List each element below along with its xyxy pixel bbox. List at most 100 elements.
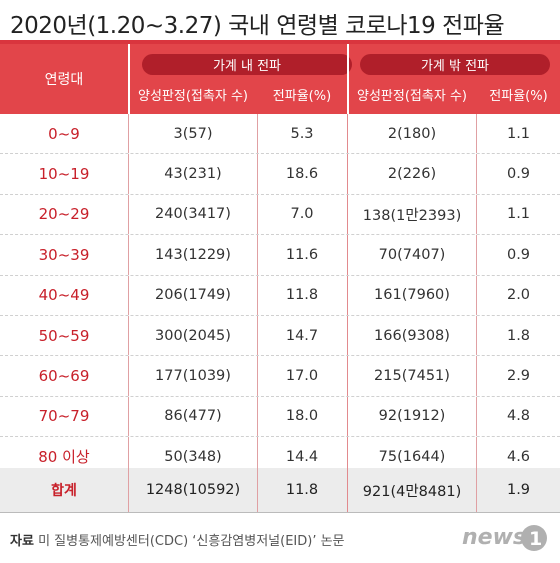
household-rate-cell: 18.6 <box>285 166 319 183</box>
column-divider <box>476 194 477 235</box>
column-divider <box>128 356 129 396</box>
age-group-cell: 40~49 <box>38 286 90 305</box>
column-divider <box>476 235 477 275</box>
column-divider <box>257 275 258 315</box>
column-divider <box>128 154 129 194</box>
household-positive-cell: 240(3417) <box>155 206 231 223</box>
outside-rate-cell: 1.8 <box>506 327 531 344</box>
column-divider <box>128 114 129 154</box>
outside-rate-cell: 2.9 <box>506 368 531 385</box>
age-group-cell: 20~29 <box>38 205 90 224</box>
header-group-household: 가계 내 전파 <box>142 54 352 75</box>
household-rate-cell: 7.0 <box>290 206 314 223</box>
header-household-positive: 양성판정(접촉자 수) <box>138 88 248 104</box>
svg-text:news: news <box>462 525 526 550</box>
total-row: 합계 1248(10592) 11.8 921(4만8481) 1.9 <box>0 468 560 512</box>
age-group-cell: 30~39 <box>38 245 90 264</box>
source-text: 미 질병통제예방센터(CDC) ‘신흥감염병저널(EID)’ 논문 <box>38 534 345 549</box>
total-outside-rate: 1.9 <box>506 482 531 498</box>
table-row: 20~29 240(3417) 7.0 138(1만2393) 1.1 <box>0 194 560 236</box>
column-divider <box>128 275 129 315</box>
outside-positive-cell: 215(7451) <box>374 368 450 385</box>
column-divider <box>347 437 348 477</box>
header-group-outside: 가계 밖 전파 <box>360 54 550 75</box>
column-divider <box>347 356 348 396</box>
column-divider <box>347 396 348 437</box>
outside-rate-cell: 2.0 <box>506 287 531 304</box>
household-positive-cell: 43(231) <box>164 166 222 183</box>
news1-logo: news 1 <box>462 525 547 551</box>
age-group-cell: 10~19 <box>38 165 90 184</box>
household-positive-cell: 177(1039) <box>155 368 231 385</box>
column-divider <box>476 154 477 194</box>
column-divider <box>347 275 348 315</box>
household-rate-cell: 5.3 <box>290 125 314 142</box>
column-divider <box>257 235 258 275</box>
outside-positive-cell: 2(180) <box>387 125 437 142</box>
household-positive-cell: 86(477) <box>164 408 222 425</box>
column-divider <box>347 154 348 194</box>
column-divider <box>347 194 348 235</box>
source-label: 자료 <box>10 534 34 549</box>
outside-rate-cell: 1.1 <box>506 206 531 223</box>
total-outside-positive: 921(4만8481) <box>362 483 462 500</box>
source-note: 자료 미 질병통제예방센터(CDC) ‘신흥감염병저널(EID)’ 논문 <box>10 530 345 549</box>
outside-rate-cell: 4.6 <box>506 448 531 465</box>
page-title: 2020년(1.20~3.27) 국내 연령별 코로나19 전파율 <box>10 13 505 39</box>
column-divider <box>476 275 477 315</box>
household-rate-cell: 17.0 <box>285 368 319 385</box>
outside-positive-cell: 92(1912) <box>378 408 446 425</box>
age-group-cell: 70~79 <box>38 407 90 426</box>
column-divider <box>257 154 258 194</box>
column-divider <box>128 315 129 356</box>
column-divider <box>347 315 348 356</box>
total-household-positive: 1248(10592) <box>145 482 241 498</box>
household-rate-cell: 11.6 <box>285 246 319 263</box>
age-group-cell: 60~69 <box>38 367 90 386</box>
column-divider <box>476 396 477 437</box>
table-row: 60~69 177(1039) 17.0 215(7451) 2.9 <box>0 356 560 397</box>
outside-rate-cell: 4.8 <box>506 408 531 425</box>
header-divider <box>347 44 349 114</box>
table-row: 0~9 3(57) 5.3 2(180) 1.1 <box>0 114 560 155</box>
outside-positive-cell: 161(7960) <box>374 287 450 304</box>
outside-positive-cell: 166(9308) <box>374 327 450 344</box>
column-divider <box>257 437 258 477</box>
column-divider <box>257 114 258 154</box>
total-household-rate: 11.8 <box>285 482 319 498</box>
column-divider <box>476 437 477 477</box>
column-divider <box>257 356 258 396</box>
column-divider <box>128 468 129 512</box>
header-household-rate: 전파율(%) <box>272 88 332 104</box>
household-positive-cell: 300(2045) <box>155 327 231 344</box>
header-outside-positive: 양성판정(접촉자 수) <box>357 88 467 104</box>
outside-rate-cell: 1.1 <box>506 125 531 142</box>
column-divider <box>128 396 129 437</box>
age-group-cell: 0~9 <box>48 124 80 143</box>
age-group-cell: 80 이상 <box>38 448 90 467</box>
table-header: 연령대 가계 내 전파 가계 밖 전파 양성판정(접촉자 수) 전파율(%) 양… <box>0 44 560 114</box>
column-divider <box>128 235 129 275</box>
age-group-cell: 50~59 <box>38 326 90 345</box>
household-rate-cell: 14.7 <box>285 327 319 344</box>
table-body: 0~9 3(57) 5.3 2(180) 1.1 10~19 43(231) 18.6 2(22… <box>0 114 560 478</box>
household-rate-cell: 18.0 <box>285 408 319 425</box>
column-divider <box>347 114 348 154</box>
table-row: 70~79 86(477) 18.0 92(1912) 4.8 <box>0 396 560 438</box>
column-divider <box>257 396 258 437</box>
column-divider <box>128 437 129 477</box>
household-positive-cell: 3(57) <box>173 125 213 142</box>
total-label: 합계 <box>51 483 77 499</box>
svg-text:1: 1 <box>529 528 542 550</box>
header-age-label: 연령대 <box>44 72 84 88</box>
outside-positive-cell: 75(1644) <box>378 448 446 465</box>
outside-positive-cell: 2(226) <box>387 166 437 183</box>
column-divider <box>257 194 258 235</box>
household-positive-cell: 50(348) <box>164 448 222 465</box>
outside-positive-cell: 138(1만2393) <box>362 207 462 224</box>
household-positive-cell: 206(1749) <box>155 287 231 304</box>
table-row: 50~59 300(2045) 14.7 166(9308) 1.8 <box>0 315 560 357</box>
outside-positive-cell: 70(7407) <box>378 246 446 263</box>
column-divider <box>347 468 348 512</box>
column-divider <box>476 468 477 512</box>
